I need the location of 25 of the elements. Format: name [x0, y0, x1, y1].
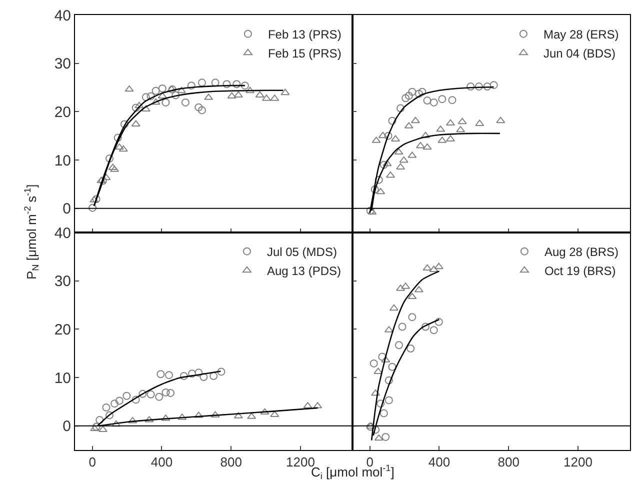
- legend-label: May 28 (ERS): [543, 28, 619, 42]
- legend-label: Feb 13 (PRS): [268, 28, 342, 42]
- legend-label: Aug 13 (PDS): [266, 264, 341, 278]
- y-tick-label: 20: [54, 104, 71, 121]
- y-tick-label: 20: [54, 321, 71, 338]
- y-tick-label: 0: [62, 418, 71, 436]
- y-tick-label: 30: [54, 273, 71, 290]
- y-tick-label: 10: [54, 370, 71, 387]
- x-tick-label: 0: [366, 454, 374, 470]
- legend-label: Jun 04 (BDS): [543, 46, 616, 61]
- x-tick-label: 1200: [564, 454, 592, 470]
- legend-label: Aug 28 (BRS): [544, 245, 618, 260]
- y-tick-label: 10: [54, 152, 71, 170]
- legend-label: Oct 19 (BRS): [544, 264, 616, 278]
- x-tick-label: 0: [88, 454, 96, 470]
- x-tick-label: 800: [220, 454, 242, 470]
- y-tick-label: 30: [54, 56, 71, 73]
- x-tick-label: 400: [150, 454, 173, 470]
- legend-label: Feb 15 (PRS): [268, 46, 342, 61]
- y-tick-label: 40: [54, 224, 71, 242]
- legend-label: Jul 05 (MDS): [266, 245, 337, 260]
- x-tick-label: 800: [498, 454, 520, 470]
- x-tick-label: 400: [428, 454, 450, 470]
- y-tick-label: 0: [62, 200, 71, 218]
- y-tick-label: 40: [54, 7, 71, 24]
